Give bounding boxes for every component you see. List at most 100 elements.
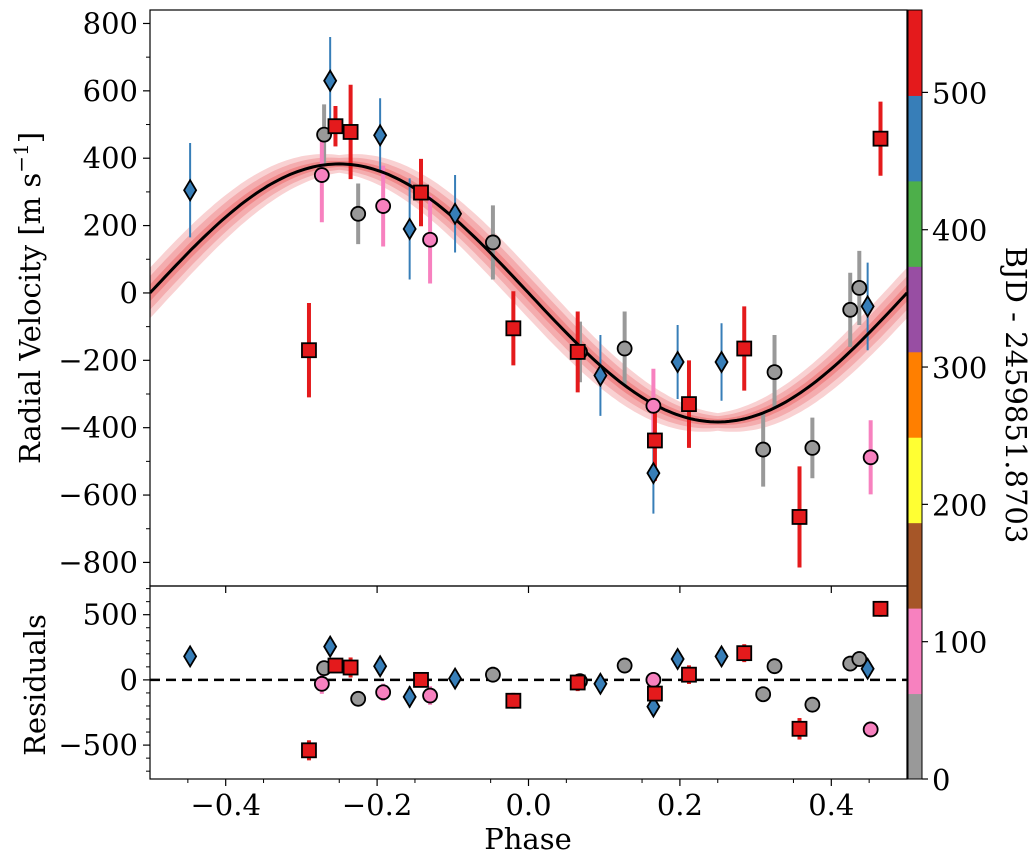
rv-point xyxy=(714,350,729,374)
residual-point xyxy=(851,651,868,667)
rv-point xyxy=(646,461,661,485)
residual-point xyxy=(485,666,501,683)
rv-y-ticks: 800 600 400 200 0 −200 −400 −600 −800 xyxy=(58,6,150,579)
colorbar-frame xyxy=(907,9,923,780)
rv-point xyxy=(842,301,859,318)
residual-point xyxy=(327,657,344,674)
rv-point xyxy=(647,432,663,449)
rv-point xyxy=(755,441,772,458)
x-tick-label: −0.4 xyxy=(190,788,260,822)
rv-point xyxy=(375,198,392,214)
residual-point xyxy=(681,666,697,683)
rv-point xyxy=(373,123,388,148)
residual-point xyxy=(373,654,388,678)
rv-point xyxy=(872,130,889,147)
rv-point xyxy=(505,320,522,337)
rv-point xyxy=(301,342,317,359)
rv-point xyxy=(766,364,783,381)
colorbar-segment xyxy=(908,693,922,780)
rv-y-tick-label: 400 xyxy=(83,141,138,175)
residual-y-tick-label: 0 xyxy=(120,663,138,697)
colorbar-segments xyxy=(908,10,922,780)
colorbar-tick-label: 0 xyxy=(932,763,950,797)
rv-y-tick-label: −200 xyxy=(58,343,138,377)
residual-y-tick-label: 500 xyxy=(83,598,138,632)
rv-y-tick-label: 600 xyxy=(83,74,138,108)
rv-point xyxy=(422,231,438,248)
colorbar-segment xyxy=(908,608,922,695)
residuals-y-axis-label: Residuals xyxy=(18,614,52,756)
rv-y-tick-label: 0 xyxy=(120,276,138,310)
residual-point xyxy=(714,644,729,669)
colorbar-segment xyxy=(908,266,922,353)
rv-y-tick-label: −800 xyxy=(58,545,138,579)
residual-point xyxy=(183,644,198,669)
rv-point xyxy=(616,340,633,357)
residual-point xyxy=(342,659,359,676)
colorbar-ticks: 0 100 200 300 400 500 xyxy=(922,76,987,797)
rv-point xyxy=(342,124,359,140)
colorbar-segment xyxy=(908,180,922,267)
residual-point xyxy=(791,720,808,737)
rv-panel: 800 600 400 200 0 −200 −400 −600 −800 Radial Vel… xyxy=(9,6,908,587)
rv-y-tick-label: 200 xyxy=(83,209,138,243)
rv-point xyxy=(485,234,501,251)
colorbar-segment xyxy=(908,437,922,524)
colorbar-segment xyxy=(908,522,922,609)
residual-point xyxy=(413,671,429,688)
colorbar-tick-label: 200 xyxy=(932,488,987,522)
residual-point xyxy=(645,671,662,688)
colorbar-tick-label: 300 xyxy=(932,351,987,385)
residual-point xyxy=(804,696,821,713)
rv-point xyxy=(670,350,685,374)
rv-point xyxy=(736,340,753,357)
residual-point xyxy=(872,600,889,617)
residual-point xyxy=(313,675,330,692)
residual-point xyxy=(736,645,753,662)
residual-point xyxy=(375,684,392,701)
colorbar-tick-label: 400 xyxy=(932,214,987,248)
rv-point xyxy=(862,449,879,466)
rv-point xyxy=(860,294,875,319)
rv-point xyxy=(327,118,344,135)
rv-point xyxy=(448,202,463,226)
residual-point xyxy=(860,657,875,681)
rv-point xyxy=(402,217,417,241)
residual-point xyxy=(616,657,633,674)
rv-y-axis-label: Radial Velocity [m s−1] xyxy=(9,132,47,464)
residual-point xyxy=(862,721,879,738)
rv-point xyxy=(183,178,198,202)
residual-point xyxy=(323,634,338,659)
residual-markers xyxy=(183,600,889,759)
residuals-panel: 500 0 −500 Residuals xyxy=(18,585,908,780)
rv-point xyxy=(593,363,608,388)
colorbar: 0 100 200 300 400 500 BJD - 2459851.8703 xyxy=(907,9,1033,797)
residual-point xyxy=(646,694,661,719)
residual-point xyxy=(755,686,772,703)
rv-point xyxy=(323,68,338,93)
residual-point xyxy=(402,685,417,709)
rv-y-tick-label: −600 xyxy=(58,478,138,512)
x-tick-label: 0.0 xyxy=(505,788,551,822)
rv-point xyxy=(681,396,697,413)
x-tick-label: 0.2 xyxy=(657,788,703,822)
colorbar-segment xyxy=(908,95,922,182)
residuals-panel-frame xyxy=(149,585,908,780)
residual-point xyxy=(569,674,586,691)
colorbar-tick-label: 500 xyxy=(932,76,987,110)
rv-point xyxy=(313,167,330,183)
x-tick-label: −0.2 xyxy=(342,788,412,822)
x-ticks: −0.4 −0.2 0.0 0.2 0.4 xyxy=(187,586,870,822)
x-axis-label: Phase xyxy=(484,822,572,856)
rv-point xyxy=(645,397,662,414)
residual-point xyxy=(670,647,685,671)
residual-y-tick-label: −500 xyxy=(58,728,138,762)
residual-point xyxy=(593,672,608,696)
residual-point xyxy=(301,742,317,759)
rv-point xyxy=(350,205,367,222)
rv-point xyxy=(851,279,868,296)
rv-point xyxy=(791,509,808,525)
residual-point xyxy=(505,692,522,709)
residual-point xyxy=(422,687,438,704)
